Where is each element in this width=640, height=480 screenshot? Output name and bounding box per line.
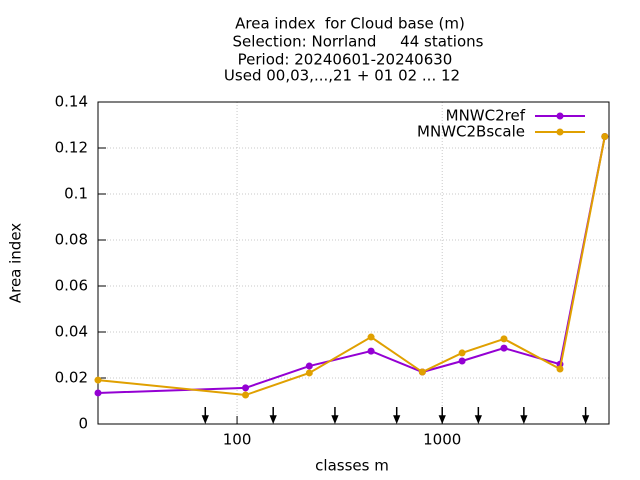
boundary-arrow — [474, 407, 482, 424]
data-point — [601, 133, 609, 140]
y-tick-label: 0.1 — [64, 185, 88, 203]
y-tick-label: 0.12 — [55, 139, 88, 157]
title-line: Used 00,03,...,21 + 01 02 ... 12 — [224, 67, 460, 85]
boundary-arrow — [520, 407, 528, 424]
y-tick-label: 0.06 — [55, 277, 88, 295]
data-point — [458, 349, 466, 357]
y-tick-label: 0.04 — [55, 323, 88, 341]
title-line: Period: 20240601-20240630 — [238, 51, 453, 69]
y-tick-label: 0.14 — [55, 93, 88, 111]
y-tick-label: 0.02 — [55, 369, 88, 387]
legend-label: MNWC2Bscale — [417, 123, 525, 141]
data-point — [94, 389, 102, 397]
data-point — [500, 344, 508, 352]
data-point — [556, 365, 564, 373]
title-line: Area index for Cloud base (m) — [235, 15, 465, 33]
data-point — [418, 368, 426, 376]
boundary-arrow — [269, 407, 277, 424]
plot-frame — [97, 101, 610, 425]
y-tick-label: 0.08 — [55, 231, 88, 249]
boundary-arrow — [438, 407, 446, 424]
data-point — [500, 335, 508, 343]
data-point — [305, 362, 313, 370]
legend-marker — [556, 112, 564, 120]
data-point — [94, 376, 102, 384]
boundary-arrow — [201, 407, 209, 424]
x-tick-label: 100 — [223, 431, 252, 449]
legend-marker — [556, 128, 564, 136]
x-tick-label: 1000 — [423, 431, 461, 449]
y-tick-label: 0 — [78, 415, 88, 433]
boundary-arrow — [393, 407, 401, 424]
data-point — [367, 333, 375, 341]
boundary-arrow — [581, 407, 590, 424]
data-point — [242, 384, 250, 392]
x-axis-label: classes m — [315, 457, 389, 475]
data-point — [242, 391, 250, 399]
data-point — [458, 357, 466, 365]
title-line: Selection: Norrland 44 stations — [233, 33, 484, 51]
data-point — [367, 347, 375, 355]
data-point — [305, 369, 313, 377]
series-line — [97, 136, 606, 394]
boundary-arrow — [331, 407, 339, 424]
y-axis-label: Area index — [7, 223, 25, 303]
legend-label: MNWC2ref — [446, 107, 526, 125]
